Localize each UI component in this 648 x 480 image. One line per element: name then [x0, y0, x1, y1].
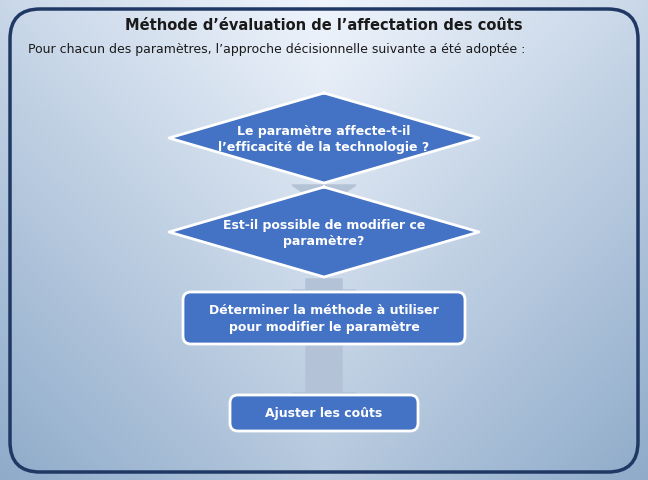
- Text: Le paramètre affecte-t-il: Le paramètre affecte-t-il: [237, 125, 411, 138]
- Polygon shape: [169, 188, 479, 277]
- FancyBboxPatch shape: [230, 395, 418, 431]
- Polygon shape: [292, 346, 356, 415]
- FancyBboxPatch shape: [183, 292, 465, 344]
- Text: l’efficacité de la technologie ?: l’efficacité de la technologie ?: [218, 141, 430, 154]
- Text: Ajuster les coûts: Ajuster les coûts: [266, 407, 382, 420]
- Text: Est-il possible de modifier ce: Est-il possible de modifier ce: [223, 219, 425, 232]
- Text: Déterminer la méthode à utiliser: Déterminer la méthode à utiliser: [209, 304, 439, 317]
- Text: pour modifier le paramètre: pour modifier le paramètre: [229, 321, 419, 334]
- Polygon shape: [292, 279, 356, 312]
- Polygon shape: [169, 94, 479, 184]
- Text: Méthode d’évaluation de l’affectation des coûts: Méthode d’évaluation de l’affectation de…: [125, 18, 523, 34]
- Text: Pour chacun des paramètres, l’approche décisionnelle suivante a été adoptée :: Pour chacun des paramètres, l’approche d…: [28, 42, 526, 55]
- Polygon shape: [292, 186, 356, 207]
- Text: paramètre?: paramètre?: [283, 235, 365, 248]
